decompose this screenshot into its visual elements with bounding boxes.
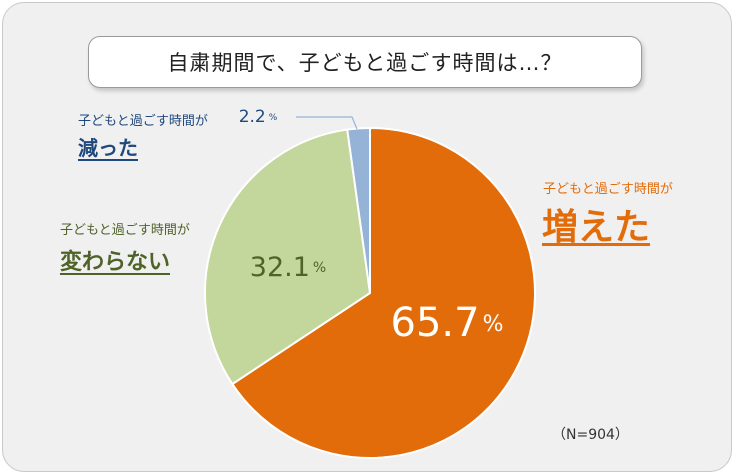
label-prefix-unchanged: 子どもと過ごす時間が xyxy=(60,223,190,238)
slice-increased xyxy=(230,126,536,459)
sample-size-note: （N=904） xyxy=(552,427,629,443)
label-name-increased: 増えた xyxy=(542,207,651,248)
label-name-unchanged: 変わらない xyxy=(60,250,171,275)
label-prefix-increased: 子どもと過ごす時間が xyxy=(543,182,673,197)
value-label-decreased: 2.2% xyxy=(239,107,278,127)
chart-title: 自粛期間で、子どもと過ごす時間は…？ xyxy=(88,36,642,88)
value-label-increased: 65.7% xyxy=(391,300,504,346)
label-name-decreased: 減った xyxy=(78,136,138,160)
value-label-unchanged: 32.1% xyxy=(250,252,326,283)
slice-decreased xyxy=(346,126,371,294)
leader-line xyxy=(296,116,358,130)
label-prefix-decreased: 子どもと過ごす時間が xyxy=(78,114,208,129)
slice-unchanged xyxy=(204,128,372,386)
